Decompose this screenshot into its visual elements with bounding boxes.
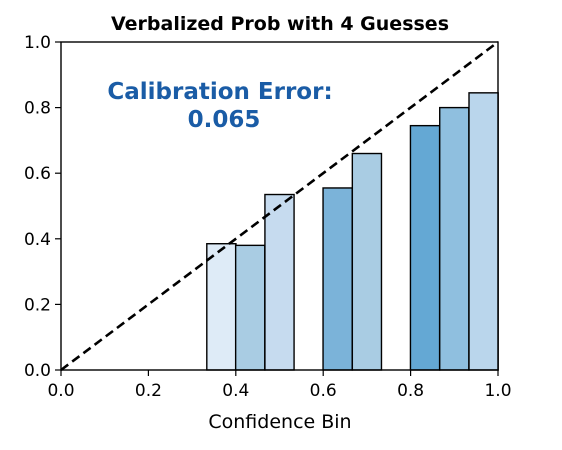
bar-bin-7 bbox=[468, 92, 499, 371]
bar-bin-2 bbox=[264, 193, 295, 371]
y-axis-ticks: 0.0 0.2 0.4 0.6 0.8 1.0 bbox=[24, 33, 61, 381]
y-tick-label-0: 0.0 bbox=[24, 361, 51, 381]
x-tick-label-5: 1.0 bbox=[484, 381, 511, 401]
y-tick-label-1: 0.2 bbox=[24, 295, 51, 315]
bar-bin-0 bbox=[206, 243, 237, 371]
calibration-error-label: Calibration Error: bbox=[107, 79, 332, 105]
x-tick-label-1: 0.2 bbox=[135, 381, 162, 401]
bar-bin-1 bbox=[234, 244, 266, 371]
x-axis-label: Confidence Bin bbox=[208, 411, 351, 433]
x-tick-label-3: 0.6 bbox=[310, 381, 337, 401]
x-tick-label-0: 0.0 bbox=[47, 381, 74, 401]
y-tick-label-4: 0.8 bbox=[24, 99, 51, 119]
bar-bin-3 bbox=[322, 187, 353, 371]
perfect-calibration-line bbox=[60, 40, 499, 372]
bar-bin-4 bbox=[351, 152, 383, 371]
bar-bin-6 bbox=[439, 106, 470, 371]
bars-layer bbox=[206, 92, 499, 371]
plot-frame bbox=[60, 41, 499, 371]
bar-bin-5 bbox=[409, 124, 441, 371]
y-tick-label-2: 0.4 bbox=[24, 230, 51, 250]
calibration-error-value: 0.065 bbox=[188, 107, 261, 133]
x-axis-ticks: 0.0 0.2 0.4 0.6 0.8 1.0 bbox=[47, 370, 512, 401]
x-tick-label-4: 0.8 bbox=[397, 381, 424, 401]
chart-title: Verbalized Prob with 4 Guesses bbox=[111, 13, 449, 35]
y-tick-label-3: 0.6 bbox=[24, 164, 51, 184]
x-tick-label-2: 0.4 bbox=[222, 381, 249, 401]
y-tick-label-5: 1.0 bbox=[24, 33, 51, 53]
